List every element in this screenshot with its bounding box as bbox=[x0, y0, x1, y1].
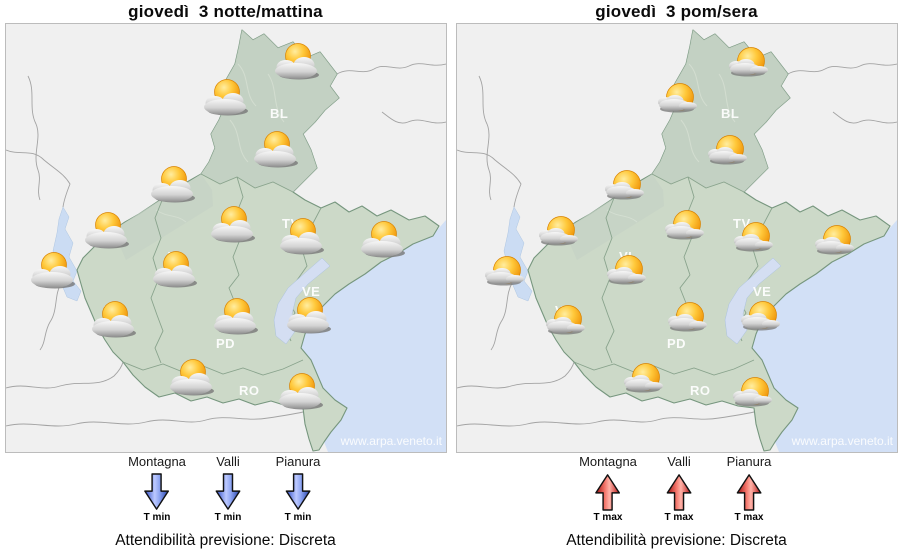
temperature-arrow-icon bbox=[736, 474, 762, 511]
panel-title: giovedì 3 notte/mattina bbox=[128, 2, 323, 21]
trend-mountain: Montagna T min bbox=[128, 454, 186, 524]
trend-area-label: Montagna bbox=[128, 454, 186, 469]
trend-area-label: Pianura bbox=[726, 454, 772, 469]
trend-tag: T max bbox=[593, 512, 623, 523]
trend-area-label: Valli bbox=[216, 454, 240, 469]
panel-title: giovedì 3 pom/sera bbox=[595, 2, 758, 21]
reliability-text: Attendibilità previsione: Discreta bbox=[566, 532, 787, 549]
trend-mountain: Montagna T max bbox=[579, 454, 637, 524]
temperature-arrow-icon bbox=[595, 474, 621, 511]
trend-plain: Pianura T min bbox=[275, 454, 321, 524]
trend-area-label: Montagna bbox=[579, 454, 637, 469]
temperature-arrow-icon bbox=[144, 473, 170, 510]
weather-map-afternoon-evening bbox=[455, 23, 898, 453]
temperature-trend-row: Montagna T min Valli T min Pianura T min bbox=[0, 455, 451, 529]
trend-tag: T max bbox=[664, 512, 694, 523]
trend-valleys: Valli T max bbox=[664, 454, 694, 524]
reliability-text: Attendibilità previsione: Discreta bbox=[115, 532, 336, 549]
trend-plain: Pianura T max bbox=[726, 454, 772, 524]
trend-tag: T max bbox=[734, 512, 764, 523]
trend-tag: T min bbox=[214, 512, 242, 523]
trend-area-label: Valli bbox=[667, 454, 691, 469]
temperature-arrow-icon bbox=[285, 473, 311, 510]
temperature-arrow-icon bbox=[215, 473, 241, 510]
temperature-trend-row: Montagna T max Valli T max Pianura T max bbox=[451, 455, 902, 529]
weather-map-night-morning bbox=[4, 23, 447, 453]
temperature-arrow-icon bbox=[666, 474, 692, 511]
trend-area-label: Pianura bbox=[275, 454, 321, 469]
panel-thursday-night-morning: giovedì 3 notte/mattina Montagna T min V… bbox=[0, 0, 451, 550]
trend-valleys: Valli T min bbox=[214, 454, 242, 524]
trend-tag: T min bbox=[143, 512, 171, 523]
trend-tag: T min bbox=[284, 512, 312, 523]
panel-thursday-afternoon-evening: giovedì 3 pom/sera Montagna T max Valli … bbox=[451, 0, 902, 550]
